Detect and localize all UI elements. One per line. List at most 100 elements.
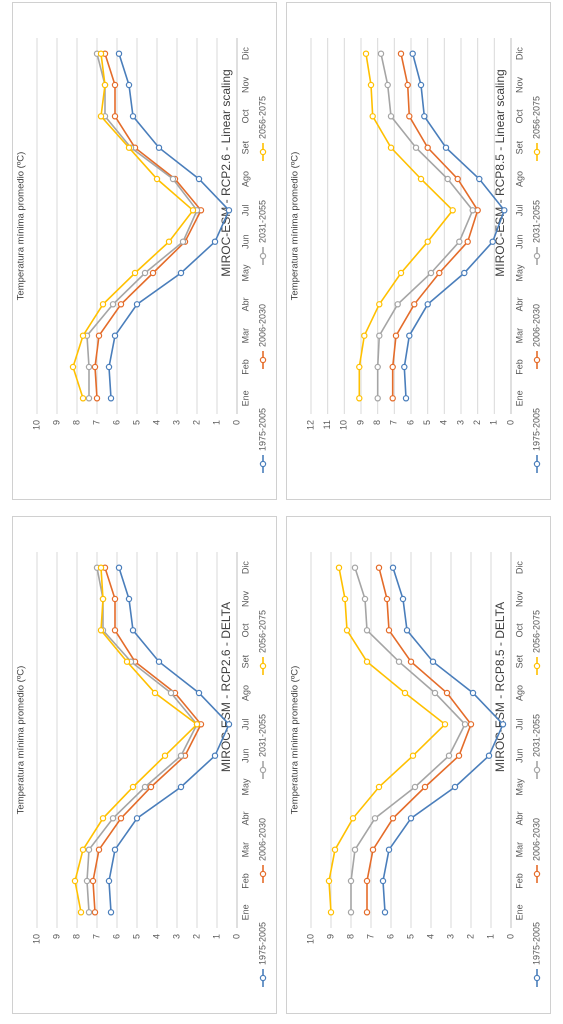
x-tick-label: Jul [240,719,250,731]
data-point [454,175,461,183]
data-point [347,877,355,885]
legend-label: 2056-2075 [531,610,541,653]
data-point [389,363,396,371]
x-tick-label: Ago [240,171,250,187]
legend-label: 2006-2030 [531,304,541,347]
series-line [72,53,195,399]
x-tick-label: Mar [514,842,524,858]
legend-swatch-marker [259,460,267,468]
data-point [384,81,391,89]
data-point [362,50,370,57]
data-point [177,752,185,759]
series-line [108,567,230,913]
data-point [105,363,113,371]
gridlines [36,38,238,414]
data-point [111,627,119,634]
data-point [409,752,417,759]
legend-item: 2006-2030 [257,818,267,883]
data-point [155,144,163,151]
x-tick-label: Abr [514,811,524,825]
x-tick-label: Dic [514,47,524,60]
data-point [392,332,400,339]
data-point [141,269,149,277]
legend-label: 1975-2005 [531,922,541,965]
chart-title: MIROC-ESM - RCP2.6 - DELTA [219,602,233,772]
data-point [111,81,119,89]
x-tick-label: Jul [240,205,250,217]
y-tick-label: 0 [231,420,241,425]
x-tick-label: Ene [514,390,524,406]
x-tick-label: Nov [514,591,524,608]
data-point [442,144,450,151]
data-point [327,909,335,916]
data-point [469,207,476,214]
series-1975-2005 [105,50,233,402]
data-point [349,815,357,822]
data-point [99,301,107,308]
y-tick-label: 5 [422,420,432,425]
legend-label: 1975-2005 [257,408,267,451]
y-tick-label: 5 [405,934,415,939]
legend-label: 2056-2075 [257,610,267,653]
y-tick-label: 10 [339,420,349,430]
legend-label: 2056-2075 [531,96,541,139]
data-point [401,363,408,371]
data-point [417,175,425,183]
data-point [97,564,105,571]
y-axis-title: Temperatura mínima promedio (ºC) [290,152,301,301]
y-tick-label: 1 [211,420,221,425]
data-point [211,752,219,759]
x-tick-label: Feb [514,359,524,375]
x-tick-label: Feb [514,873,524,889]
data-point [91,909,99,916]
y-tick-label: 6 [111,934,121,939]
x-tick-label: Dic [514,561,524,574]
data-point [97,627,105,634]
y-tick-label: 7 [389,420,399,425]
data-point [363,658,371,665]
y-tick-label: 9 [355,420,365,425]
x-tick-label: Jul [514,205,524,217]
y-tick-label: 1 [485,934,495,939]
chart-title: MIROC-ESM - RCP8.5 - DELTA [493,602,507,772]
legend-swatch-marker [533,662,541,670]
data-point [195,175,203,183]
legend-item: 2031-2055 [257,200,267,265]
x-tick-label: Oct [514,623,524,638]
data-point [377,50,385,57]
chart-rcp26-linear: 0 1 2 3 4 5 6 7 8 9 10 Ene Feb Mar Abr May Jun Jul Ago Set O… [16,38,267,473]
series-1975-2005 [401,50,508,402]
data-point [111,595,119,603]
y-tick-label: 2 [191,934,201,939]
x-tick-label: Abr [240,297,250,311]
data-point [95,846,103,853]
data-point [177,269,185,277]
data-point [455,752,463,759]
x-tick-label: Set [240,654,250,668]
x-tick-label: Nov [514,77,524,94]
x-tick-label: Mar [514,328,524,344]
y-tick-label: 3 [445,934,455,939]
data-point [95,332,103,339]
data-point [115,50,123,57]
x-tick-label: Feb [240,359,250,375]
y-tick-label: 0 [505,420,515,425]
legend-swatch-marker [259,148,267,156]
data-point [489,238,496,245]
data-point [395,658,403,665]
series-2031-2055 [374,50,476,402]
data-point [179,238,187,245]
data-point [375,564,383,571]
data-point [369,846,377,853]
data-point [436,269,443,277]
series-1975-2005 [105,564,233,916]
data-point [109,815,117,822]
chart-rcp85-linear: 0123456789101112EneFebMarAbrMayJunJulAgo… [290,38,541,473]
x-tick-label: May [514,778,524,796]
data-point [97,50,105,57]
data-point [376,332,383,339]
x-tick-label: Set [514,140,524,154]
data-point [169,175,177,183]
y-axis-title: Temperatura mínima promedio (ºC) [290,666,301,815]
data-point [374,363,381,371]
